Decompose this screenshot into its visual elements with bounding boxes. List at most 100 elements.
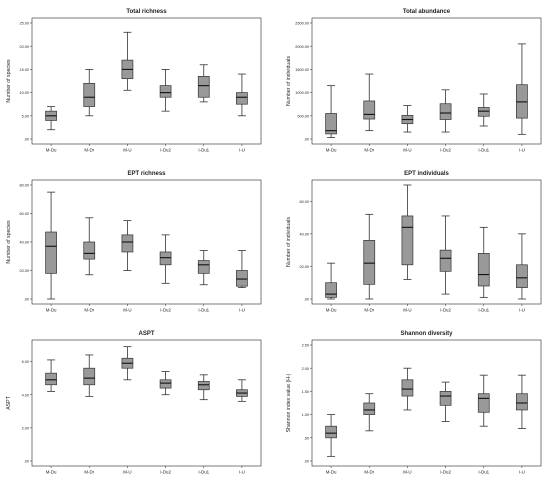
plot-frame [311,179,542,305]
plot-frame [311,17,542,145]
y-tick-label: 1500.00 [295,68,309,72]
y-tick-label: 2.00 [22,426,29,430]
y-tick-label: 1.50 [302,390,309,394]
x-tick-label: I-U [519,308,525,313]
iqr-box [325,113,337,135]
y-tick-label: 6.00 [22,360,29,364]
y-tick-label: 20.00 [299,265,309,269]
box-i-u [236,379,248,402]
y-tick-label: 40.00 [299,232,309,236]
box-i-du2 [159,69,172,112]
box-i-u [516,43,528,135]
x-tick-label: I-U [239,148,245,153]
box-i-u [236,250,248,289]
box-i-du1 [197,64,210,103]
box-i-u [516,374,528,429]
x-tick-label: M-Dr [364,148,374,153]
iqr-box [439,249,452,272]
plot-frame [31,339,262,467]
x-tick-label: I-Du1 [198,148,209,153]
chart-panel-1: Total richness .00 5.00 10.00 15.00 20.00 25.0… [6,9,262,153]
x-tick-label: I-Du2 [440,308,451,313]
x-tick-label: I-Du1 [478,308,489,313]
x-tick-label: M-U [123,470,131,475]
box-i-du2 [159,234,172,284]
x-tick-label: I-Du2 [440,148,451,153]
x-tick-label: M-Du [46,470,57,475]
x-tick-label: M-Dr [364,470,374,475]
box-m-du [45,359,57,392]
box-m-du [45,191,57,300]
x-tick-label: M-Dr [84,308,94,313]
iqr-box [236,270,248,287]
y-tick-label: .00 [24,298,29,302]
y-tick-label: 40.00 [19,241,29,245]
y-tick-label: 80.00 [19,184,29,188]
iqr-box [236,92,248,105]
x-tick-label: I-Du2 [160,470,171,475]
x-tick-label: I-Du1 [478,470,489,475]
iqr-box [516,264,528,288]
chart-panel-3: EPT richness .00 20.00 40.00 60.00 80.00 Numbe… [6,171,262,313]
x-tick-label: I-Du1 [198,308,209,313]
y-axis-label: Number of individuals [286,217,292,267]
y-tick-label: 60.00 [19,212,29,216]
box-i-du1 [477,374,490,427]
y-tick-label: 500.00 [297,114,309,118]
iqr-box [159,251,172,266]
x-tick-label: M-U [403,148,411,153]
x-tick-label: M-Dr [84,148,94,153]
box-m-du [325,85,337,139]
iqr-box [401,379,414,397]
y-axis-label: Shannon index value (H-) [286,373,292,432]
box-m-u [121,220,134,271]
iqr-box [159,85,172,98]
iqr-box [439,103,452,120]
chart-title: ASPT [138,331,154,337]
box-i-du1 [477,93,490,127]
box-m-du [45,106,57,131]
iqr-box [401,215,414,266]
box-i-du2 [439,381,452,422]
y-tick-label: .00 [304,138,309,142]
y-tick-label: .00 [304,460,309,464]
y-tick-label: 5.00 [22,114,29,118]
y-tick-label: .00 [24,460,29,464]
iqr-box [516,393,528,411]
box-m-dr [83,354,96,397]
iqr-box [121,234,134,253]
iqr-box [477,393,490,413]
plot-frame [311,339,542,467]
chart-panel-6: Shannon diversity .00 .50 1.00 1.50 2.00 2.50 S… [286,331,542,475]
iqr-box [197,381,210,391]
x-tick-label: M-Du [326,148,337,153]
box-m-du [325,262,337,300]
x-tick-label: M-Du [46,308,57,313]
box-m-u [121,31,134,91]
box-i-du1 [477,226,490,298]
box-i-du2 [159,371,172,396]
x-tick-label: M-U [403,470,411,475]
x-tick-label: I-U [239,470,245,475]
y-axis-label: ASPT [6,395,12,409]
iqr-box [45,231,57,274]
iqr-box [325,282,337,298]
x-tick-label: I-U [519,148,525,153]
iqr-box [325,425,337,439]
x-tick-label: I-Du1 [478,148,489,153]
x-tick-label: M-U [403,308,411,313]
chart-panel-2: Total abundance .00 500.00 1000.00 1500.00 20… [286,9,542,153]
y-tick-label: 1000.00 [295,91,309,95]
y-tick-label: 20.00 [19,269,29,273]
box-m-dr [363,73,376,132]
box-i-du1 [197,250,210,286]
y-tick-label: 4.00 [22,393,29,397]
x-tick-label: I-Du2 [160,148,171,153]
chart-title: EPT individuals [404,171,449,177]
iqr-box [197,76,210,98]
iqr-box [159,379,172,389]
y-axis-label: Number of species [6,220,12,264]
chart-panel-5: ASPT .00 2.00 4.00 6.00 ASPT M-Du M-Dr M-U I-Du2 I… [6,331,262,475]
box-m-u [121,346,134,381]
